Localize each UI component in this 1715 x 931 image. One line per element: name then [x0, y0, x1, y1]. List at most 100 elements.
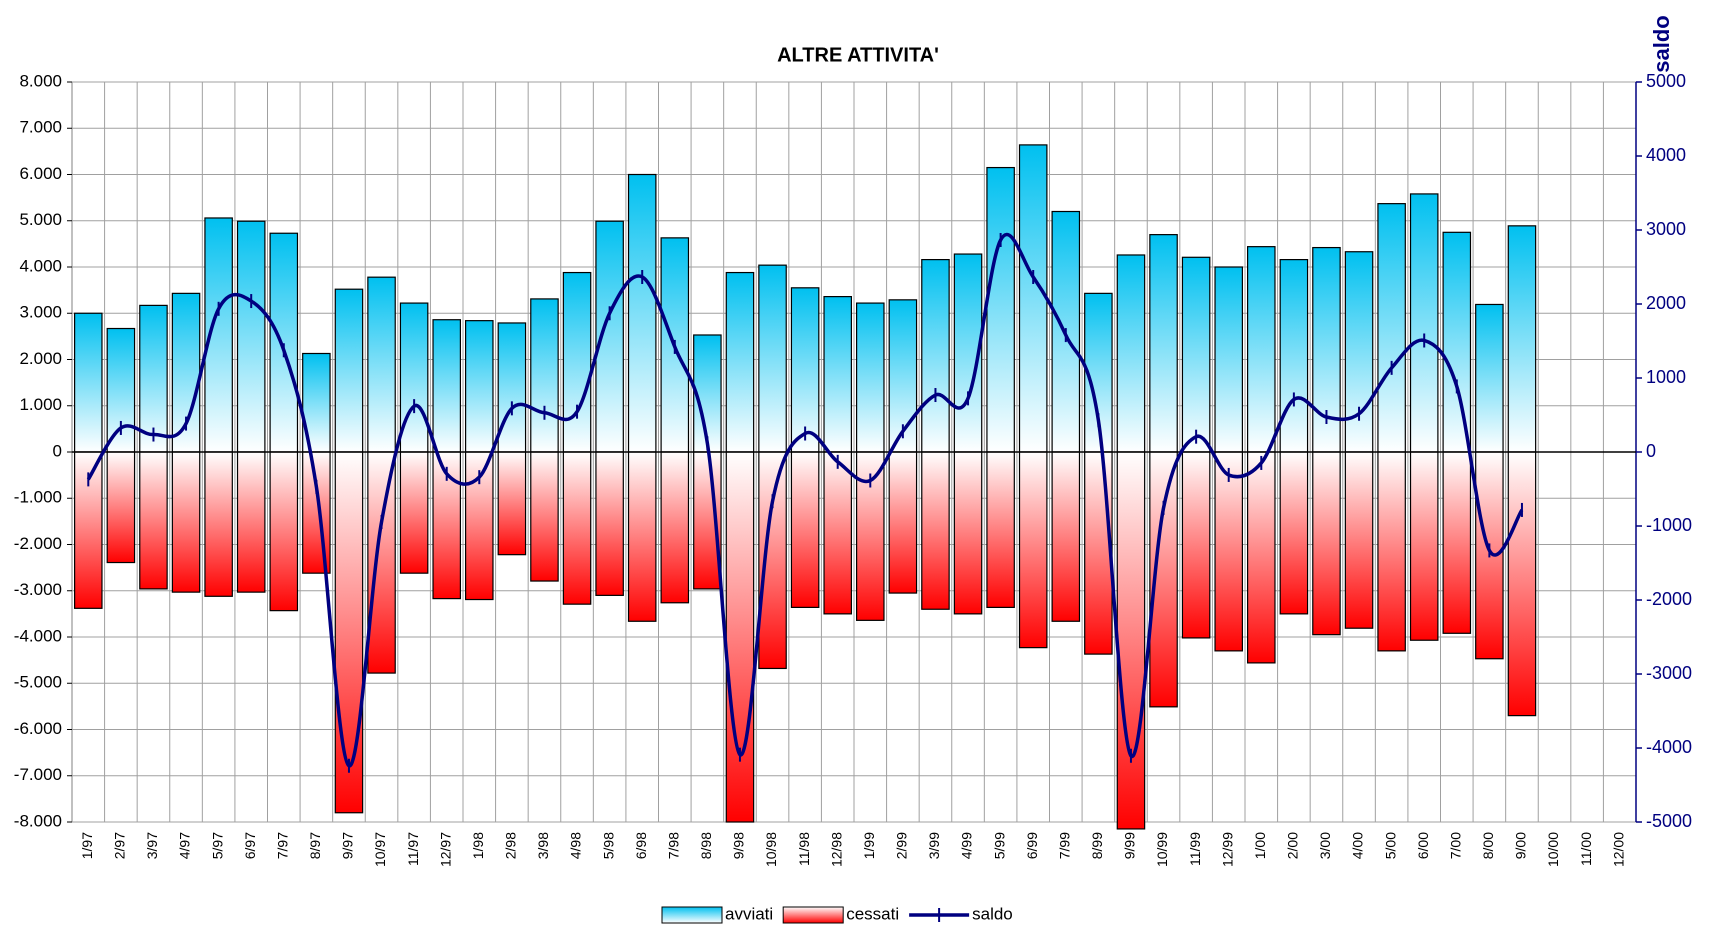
y2-axis-label: saldo [1649, 15, 1674, 72]
bar [921, 451, 950, 610]
y-tick-label: -3.000 [14, 580, 62, 599]
bar [269, 232, 299, 453]
bar [921, 259, 950, 453]
bar [823, 296, 852, 453]
x-tick-label: 10/99 [1154, 832, 1170, 867]
y2-tick-label: 4000 [1646, 145, 1686, 165]
bar [953, 451, 983, 615]
bar [367, 276, 396, 453]
x-tick-label: 7/97 [274, 832, 290, 859]
x-tick-label: 12/97 [437, 832, 453, 867]
y-tick-label: 4.000 [19, 256, 62, 275]
bar [1247, 451, 1276, 664]
bar [334, 288, 364, 453]
bar [627, 173, 657, 453]
bar [758, 451, 787, 670]
x-tick-label: 9/99 [1122, 832, 1138, 859]
x-tick-label: 3/00 [1317, 832, 1333, 859]
bar [1312, 451, 1341, 636]
x-tick-label: 7/00 [1447, 832, 1463, 859]
bar [530, 298, 559, 453]
x-tick-label: 3/97 [144, 832, 160, 859]
x-tick-label: 10/97 [372, 832, 388, 867]
bar [1181, 451, 1211, 639]
bar [790, 451, 820, 608]
x-tick-label: 2/97 [112, 832, 128, 859]
legend-label: cessati [846, 904, 899, 923]
y-tick-label: 3.000 [19, 303, 62, 322]
y-tick-label: -8.000 [14, 811, 62, 830]
y2-tick-label: 3000 [1646, 219, 1686, 239]
y2-tick-label: -4000 [1646, 737, 1692, 757]
bar [1344, 251, 1374, 453]
x-tick-label: 6/98 [633, 832, 649, 859]
bar [530, 451, 559, 582]
y-tick-label: -5.000 [14, 673, 62, 692]
bar [725, 451, 755, 823]
y-tick-label: -2.000 [14, 534, 62, 553]
bar [399, 302, 429, 453]
line [86, 232, 1524, 768]
x-tick-label: 9/98 [731, 832, 747, 859]
bar [1149, 234, 1178, 453]
bar [139, 451, 168, 590]
bar [1116, 451, 1146, 830]
bar [725, 271, 755, 453]
bar [1214, 266, 1243, 453]
y2-tick-label: -5000 [1646, 811, 1692, 831]
bar [334, 451, 364, 814]
bar [562, 271, 592, 453]
bar [1279, 259, 1309, 453]
bar [497, 322, 527, 453]
bar [758, 264, 787, 453]
x-tick-label: 6/99 [1024, 832, 1040, 859]
bar [595, 451, 624, 596]
bar [1377, 451, 1406, 652]
x-tick-label: 5/97 [209, 832, 225, 859]
bar [986, 451, 1015, 608]
y-tick-label: 8.000 [19, 71, 62, 90]
y-tick-label: 1.000 [19, 395, 62, 414]
bar [1409, 193, 1439, 453]
x-tick-label: 4/00 [1350, 832, 1366, 859]
x-tick-label: 9/97 [340, 832, 356, 859]
bar [204, 451, 233, 597]
x-tick-label: 4/99 [959, 832, 975, 859]
x-tick-label: 2/98 [503, 832, 519, 859]
y-tick-label: 2.000 [19, 349, 62, 368]
bar [888, 451, 918, 594]
x-tick-label: 7/99 [1056, 832, 1072, 859]
bar [74, 312, 103, 453]
x-tick-label: 6/00 [1415, 832, 1431, 859]
x-tick-label: 3/99 [926, 832, 942, 859]
x-tick-label: 6/97 [242, 832, 258, 859]
x-tick-label: 4/98 [568, 832, 584, 859]
bar [236, 220, 266, 453]
y2-tick-label: 2000 [1646, 293, 1686, 313]
legend-swatch [661, 906, 723, 924]
x-tick-label: 5/98 [600, 832, 616, 859]
bar [1507, 451, 1537, 717]
bar [106, 451, 136, 564]
bar [627, 451, 657, 622]
bar [302, 451, 331, 574]
x-tick-label: 2/00 [1285, 832, 1301, 859]
y2-tick-label: 1000 [1646, 367, 1686, 387]
chart-title: ALTRE ATTIVITA' [777, 44, 939, 66]
bar [1279, 451, 1309, 615]
bar [1181, 256, 1211, 453]
x-tick-label: 8/99 [1089, 832, 1105, 859]
y-tick-label: 0 [53, 441, 62, 460]
x-tick-label: 1/98 [470, 832, 486, 859]
y-tick-label: -4.000 [14, 626, 62, 645]
legend-label: avviati [725, 904, 773, 923]
x-tick-label: 1/99 [861, 832, 877, 859]
bar [1214, 451, 1243, 652]
y2-tick-label: -2000 [1646, 589, 1692, 609]
x-tick-label: 4/97 [177, 832, 193, 859]
x-tick-label: 10/00 [1545, 832, 1561, 867]
bar [497, 451, 527, 556]
bar [1475, 303, 1504, 453]
bar [1051, 451, 1081, 622]
x-tick-label: 7/98 [665, 832, 681, 859]
